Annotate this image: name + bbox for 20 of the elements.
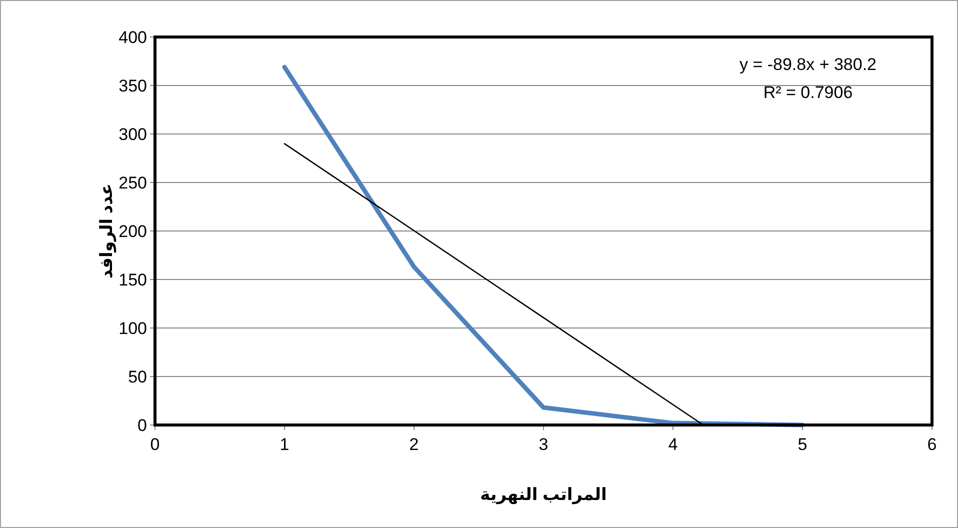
x-tick-label: 0 — [150, 435, 160, 454]
x-tick-label: 2 — [409, 435, 419, 454]
x-tick-label: 5 — [798, 435, 808, 454]
y-tick-label: 400 — [118, 28, 147, 47]
y-axis-title: عدد الروافد — [97, 183, 117, 279]
annotation: R² = 0.7906 — [763, 83, 853, 102]
x-tick-label: 1 — [280, 435, 290, 454]
y-tick-label: 150 — [118, 270, 147, 290]
y-tick-label: 100 — [118, 319, 147, 338]
y-tick-label: 200 — [118, 222, 147, 241]
x-axis-title: المراتب النهرية — [480, 485, 607, 505]
x-tick-label: 4 — [668, 435, 678, 454]
y-tick-label: 350 — [118, 76, 147, 96]
y-tick-label: 50 — [128, 368, 147, 386]
x-tick-label: 3 — [538, 435, 548, 454]
y-tick-label: 250 — [118, 174, 147, 192]
x-tick-label: 6 — [927, 435, 937, 454]
annotation: y = -89.8x + 380.2 — [739, 55, 877, 74]
y-tick-label: 300 — [118, 125, 147, 144]
y-tick-label: 0 — [138, 416, 147, 435]
